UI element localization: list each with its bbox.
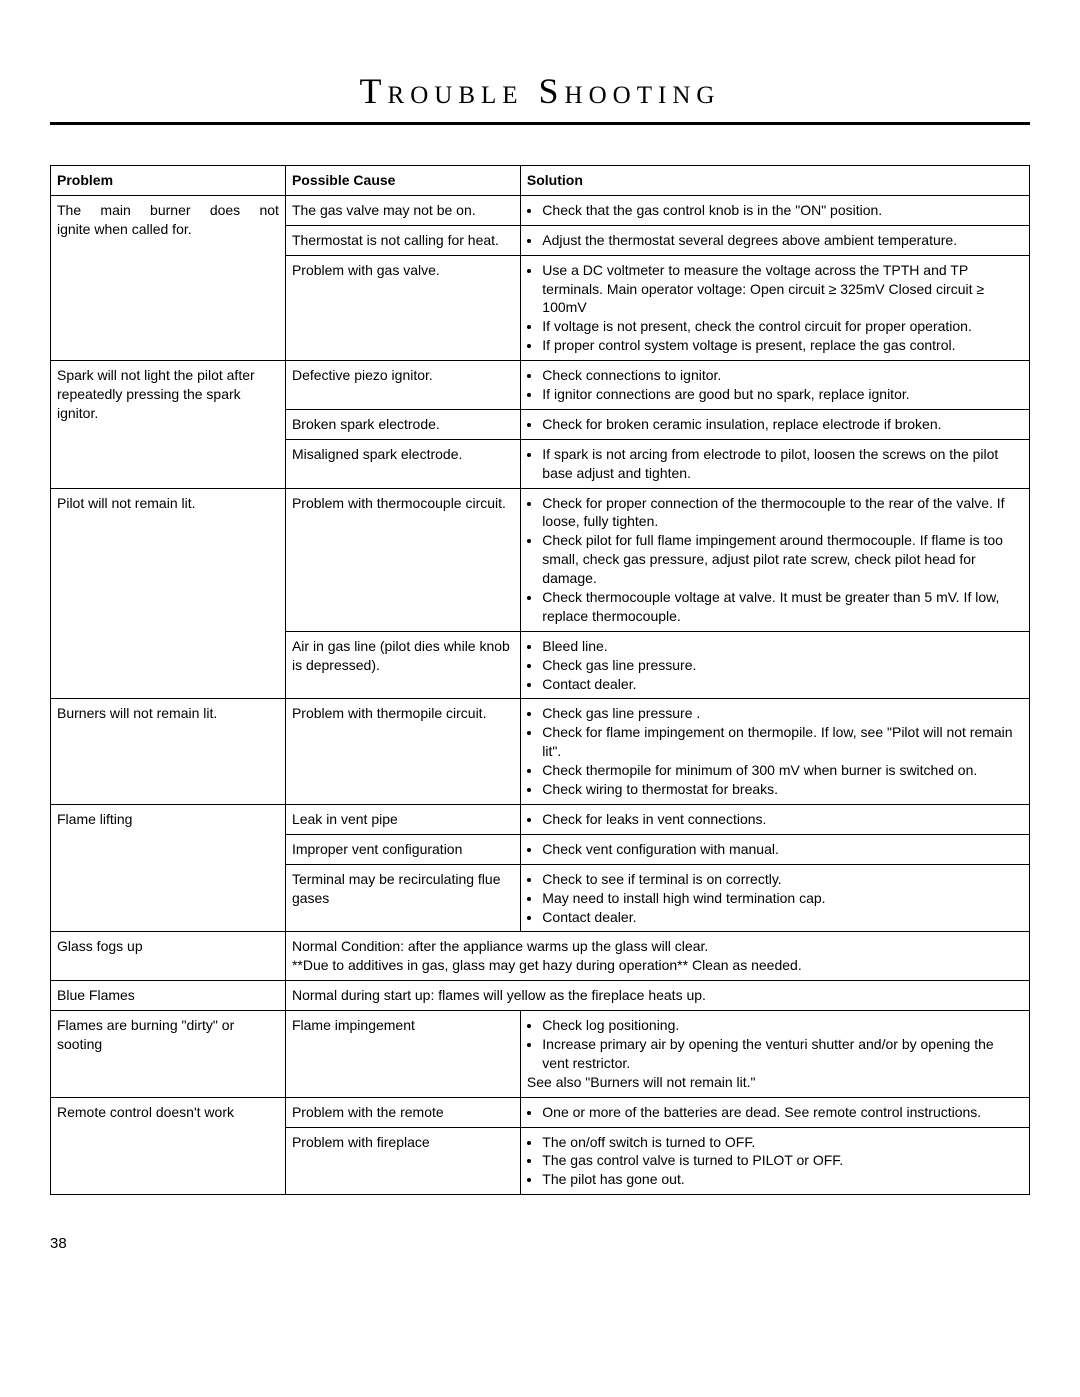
problem-cell: Glass fogs up: [51, 932, 286, 981]
solution-item: The pilot has gone out.: [542, 1170, 1023, 1189]
solution-cell: Bleed line.Check gas line pressure.Conta…: [520, 631, 1029, 699]
solution-cell: The on/off switch is turned to OFF.The g…: [520, 1127, 1029, 1195]
problem-cell: Flame lifting: [51, 804, 286, 931]
solution-item: Check thermopile for minimum of 300 mV w…: [542, 761, 1023, 780]
solution-cell: Check log positioning.Increase primary a…: [520, 1011, 1029, 1098]
solution-item: Check pilot for full flame impingement a…: [542, 531, 1023, 588]
cause-cell: Broken spark electrode.: [285, 409, 520, 439]
cause-cell: Problem with thermopile circuit.: [285, 699, 520, 804]
table-row: Burners will not remain lit.Problem with…: [51, 699, 1030, 804]
solution-item: Check for proper connection of the therm…: [542, 494, 1023, 532]
solution-item: If spark is not arcing from electrode to…: [542, 445, 1023, 483]
solution-item: Check wiring to thermostat for breaks.: [542, 780, 1023, 799]
solution-item: Check connections to ignitor.: [542, 366, 1023, 385]
solution-cell: Use a DC voltmeter to measure the voltag…: [520, 255, 1029, 360]
solution-item: Increase primary air by opening the vent…: [542, 1035, 1023, 1073]
solution-cell: If spark is not arcing from electrode to…: [520, 439, 1029, 488]
page: Trouble Shooting Problem Possible Cause …: [0, 0, 1080, 1292]
problem-cell: Remote control doesn't work: [51, 1097, 286, 1195]
solution-item: Check vent configuration with manual.: [542, 840, 1023, 859]
solution-item: Check gas line pressure .: [542, 704, 1023, 723]
problem-cell: Burners will not remain lit.: [51, 699, 286, 804]
spanned-note-cell: Normal during start up: flames will yell…: [285, 981, 1029, 1011]
solution-item: Contact dealer.: [542, 908, 1023, 927]
solution-item: If ignitor connections are good but no s…: [542, 385, 1023, 404]
page-title: Trouble Shooting: [50, 70, 1030, 112]
table-row: Remote control doesn't workProblem with …: [51, 1097, 1030, 1127]
cause-cell: Leak in vent pipe: [285, 804, 520, 834]
solution-cell: Check for leaks in vent connections.: [520, 804, 1029, 834]
solution-cell: Adjust the thermostat several degrees ab…: [520, 225, 1029, 255]
solution-item: If voltage is not present, check the con…: [542, 317, 1023, 336]
solution-item: Check log positioning.: [542, 1016, 1023, 1035]
table-row: Spark will not light the pilot after rep…: [51, 361, 1030, 410]
cause-cell: Air in gas line (pilot dies while knob i…: [285, 631, 520, 699]
cause-cell: Problem with the remote: [285, 1097, 520, 1127]
table-row: The main burner does notignite when call…: [51, 195, 1030, 225]
solution-item: Check to see if terminal is on correctly…: [542, 870, 1023, 889]
solution-cell: Check gas line pressure .Check for flame…: [520, 699, 1029, 804]
solution-item: Check that the gas control knob is in th…: [542, 201, 1023, 220]
col-header-solution: Solution: [520, 166, 1029, 196]
cause-cell: Problem with thermocouple circuit.: [285, 488, 520, 631]
table-row: Flame liftingLeak in vent pipeCheck for …: [51, 804, 1030, 834]
problem-cell: Blue Flames: [51, 981, 286, 1011]
solution-item: Check for flame impingement on thermopil…: [542, 723, 1023, 761]
cause-cell: Problem with fireplace: [285, 1127, 520, 1195]
cause-cell: Terminal may be recirculating flue gases: [285, 864, 520, 932]
solution-trailer: See also "Burners will not remain lit.": [527, 1073, 1023, 1092]
solution-item: Check for broken ceramic insulation, rep…: [542, 415, 1023, 434]
cause-cell: Misaligned spark electrode.: [285, 439, 520, 488]
solution-item: Contact dealer.: [542, 675, 1023, 694]
solution-item: May need to install high wind terminatio…: [542, 889, 1023, 908]
solution-item: If proper control system voltage is pres…: [542, 336, 1023, 355]
solution-item: Bleed line.: [542, 637, 1023, 656]
problem-cell: Flames are burning "dirty" or sooting: [51, 1011, 286, 1098]
cause-cell: Improper vent configuration: [285, 834, 520, 864]
solution-cell: Check to see if terminal is on correctly…: [520, 864, 1029, 932]
solution-cell: Check for proper connection of the therm…: [520, 488, 1029, 631]
problem-cell: The main burner does notignite when call…: [51, 195, 286, 360]
table-row: Flames are burning "dirty" or sootingFla…: [51, 1011, 1030, 1098]
solution-item: The on/off switch is turned to OFF.: [542, 1133, 1023, 1152]
cause-cell: Problem with gas valve.: [285, 255, 520, 360]
solution-item: The gas control valve is turned to PILOT…: [542, 1151, 1023, 1170]
table-row: Pilot will not remain lit.Problem with t…: [51, 488, 1030, 631]
title-divider: [50, 122, 1030, 125]
cause-cell: Defective piezo ignitor.: [285, 361, 520, 410]
solution-cell: Check that the gas control knob is in th…: [520, 195, 1029, 225]
table-row: Glass fogs upNormal Condition: after the…: [51, 932, 1030, 981]
solution-item: One or more of the batteries are dead. S…: [542, 1103, 1023, 1122]
problem-cell: Pilot will not remain lit.: [51, 488, 286, 699]
spanned-note-cell: Normal Condition: after the appliance wa…: [285, 932, 1029, 981]
solution-item: Use a DC voltmeter to measure the voltag…: [542, 261, 1023, 318]
troubleshooting-table: Problem Possible Cause Solution The main…: [50, 165, 1030, 1195]
solution-item: Check for leaks in vent connections.: [542, 810, 1023, 829]
col-header-problem: Problem: [51, 166, 286, 196]
problem-cell: Spark will not light the pilot after rep…: [51, 361, 286, 488]
solution-item: Check gas line pressure.: [542, 656, 1023, 675]
table-header-row: Problem Possible Cause Solution: [51, 166, 1030, 196]
table-row: Blue FlamesNormal during start up: flame…: [51, 981, 1030, 1011]
col-header-cause: Possible Cause: [285, 166, 520, 196]
solution-item: Check thermocouple voltage at valve. It …: [542, 588, 1023, 626]
solution-cell: Check vent configuration with manual.: [520, 834, 1029, 864]
cause-cell: The gas valve may not be on.: [285, 195, 520, 225]
cause-cell: Thermostat is not calling for heat.: [285, 225, 520, 255]
cause-cell: Flame impingement: [285, 1011, 520, 1098]
solution-item: Adjust the thermostat several degrees ab…: [542, 231, 1023, 250]
page-number: 38: [50, 1235, 1030, 1252]
solution-cell: One or more of the batteries are dead. S…: [520, 1097, 1029, 1127]
solution-cell: Check connections to ignitor.If ignitor …: [520, 361, 1029, 410]
solution-cell: Check for broken ceramic insulation, rep…: [520, 409, 1029, 439]
